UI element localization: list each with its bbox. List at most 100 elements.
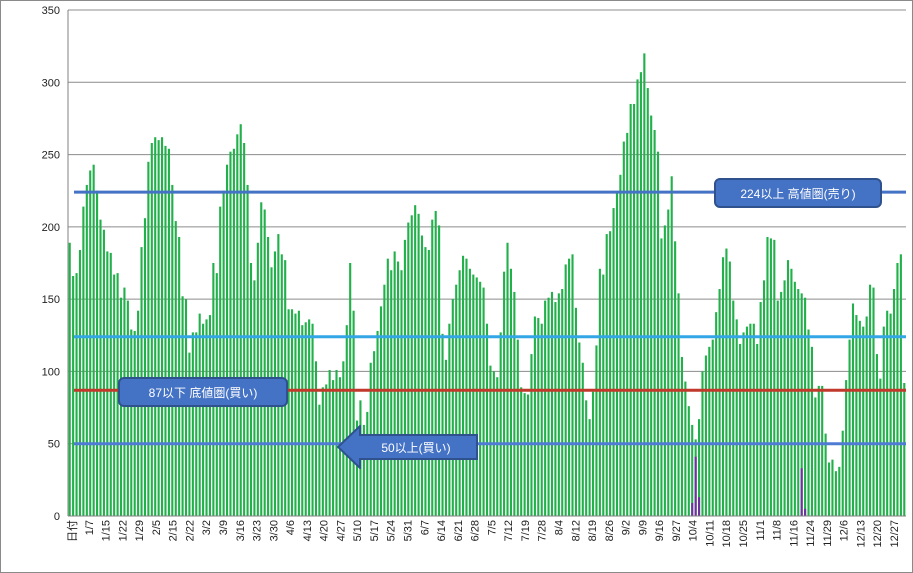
x-tick-label: 10/25	[738, 520, 750, 548]
bar	[150, 143, 153, 516]
bar	[872, 287, 875, 516]
bar	[342, 361, 345, 516]
y-tick-labels: 0 50 100 150 200 250 300 350	[42, 5, 60, 523]
bar	[379, 306, 383, 516]
bar	[499, 332, 502, 516]
bar	[626, 132, 629, 516]
bar	[544, 300, 547, 516]
bar	[704, 355, 707, 516]
bar	[749, 323, 752, 516]
bar	[605, 234, 608, 517]
bar	[263, 209, 266, 516]
bar	[509, 268, 513, 516]
bar	[403, 239, 406, 516]
bar	[243, 143, 246, 516]
bar	[308, 319, 311, 516]
bar	[663, 225, 666, 516]
x-tick-label: 1/7	[84, 520, 96, 535]
y-tick-label: 200	[42, 222, 60, 234]
x-tick-label: 10/4	[688, 520, 700, 541]
bar-highlight	[698, 497, 701, 516]
bar	[390, 270, 393, 516]
bar	[615, 192, 619, 516]
bar	[530, 354, 533, 516]
buy-arrow-callout	[337, 425, 478, 469]
bar	[650, 115, 653, 516]
x-tick-label: 3/9	[218, 520, 230, 535]
bar	[472, 274, 475, 516]
x-tick-label: 11/16	[788, 520, 800, 547]
bar	[167, 148, 170, 516]
bar	[311, 323, 314, 516]
bar	[485, 323, 489, 516]
bar	[109, 252, 112, 516]
bar	[523, 393, 526, 516]
bar	[184, 299, 188, 516]
bar	[855, 315, 858, 516]
bar	[232, 148, 235, 516]
bar	[903, 382, 906, 516]
bar	[550, 291, 554, 516]
bar	[106, 251, 109, 517]
bar	[879, 378, 882, 516]
bar	[773, 239, 776, 516]
bar	[725, 248, 728, 517]
bar	[157, 140, 160, 516]
y-tick-label: 250	[42, 150, 60, 162]
bar	[188, 352, 191, 516]
bar	[568, 258, 571, 516]
bar	[451, 299, 454, 516]
bar	[708, 346, 711, 516]
bar	[533, 316, 536, 516]
x-tick-label: 6/21	[453, 520, 465, 541]
bar	[834, 471, 837, 516]
bar	[612, 208, 615, 516]
y-tick-label: 50	[48, 439, 60, 451]
bar	[102, 229, 105, 516]
bar	[355, 420, 359, 516]
bar	[561, 289, 564, 516]
bar	[92, 164, 95, 517]
gridlines	[68, 9, 906, 445]
x-tick-label: 5/24	[386, 520, 398, 541]
x-tick-label: 4/6	[285, 520, 297, 535]
bar	[557, 293, 560, 516]
x-tick-label: 8/19	[587, 520, 599, 541]
bar	[260, 202, 263, 516]
y-tick-label: 100	[42, 366, 60, 378]
bar	[321, 387, 324, 516]
bar	[602, 274, 605, 516]
bar	[229, 151, 232, 516]
bar	[691, 424, 694, 516]
bar	[137, 310, 140, 516]
bar	[660, 238, 663, 516]
bar	[465, 258, 468, 516]
bar	[786, 260, 790, 516]
bar	[886, 310, 889, 516]
bar	[126, 300, 129, 516]
bar	[790, 268, 793, 516]
bar	[133, 330, 136, 516]
bar	[793, 281, 796, 516]
bar	[899, 254, 902, 516]
x-tick-label: 8/12	[570, 520, 582, 541]
bar	[294, 313, 297, 516]
bar	[752, 323, 755, 516]
x-tick-label: 5/10	[352, 520, 364, 541]
bar	[393, 251, 396, 517]
x-tick-labels: 日付 1/7 1/15 1/22 1/29 2/5 2/15 2/22 3/2 3/9 3/16 3/…	[66, 520, 901, 548]
bar	[461, 255, 465, 516]
x-tick-label: 1/22	[117, 520, 129, 541]
bar	[797, 289, 800, 516]
bar	[848, 339, 851, 516]
bar	[609, 231, 612, 517]
bar	[99, 219, 102, 516]
bar	[845, 380, 848, 516]
x-tick-label: 3/2	[201, 520, 213, 535]
bar	[373, 351, 376, 516]
bar	[225, 164, 229, 517]
x-tick-label: 4/13	[302, 520, 314, 541]
bar	[352, 310, 355, 516]
bar	[817, 385, 820, 516]
